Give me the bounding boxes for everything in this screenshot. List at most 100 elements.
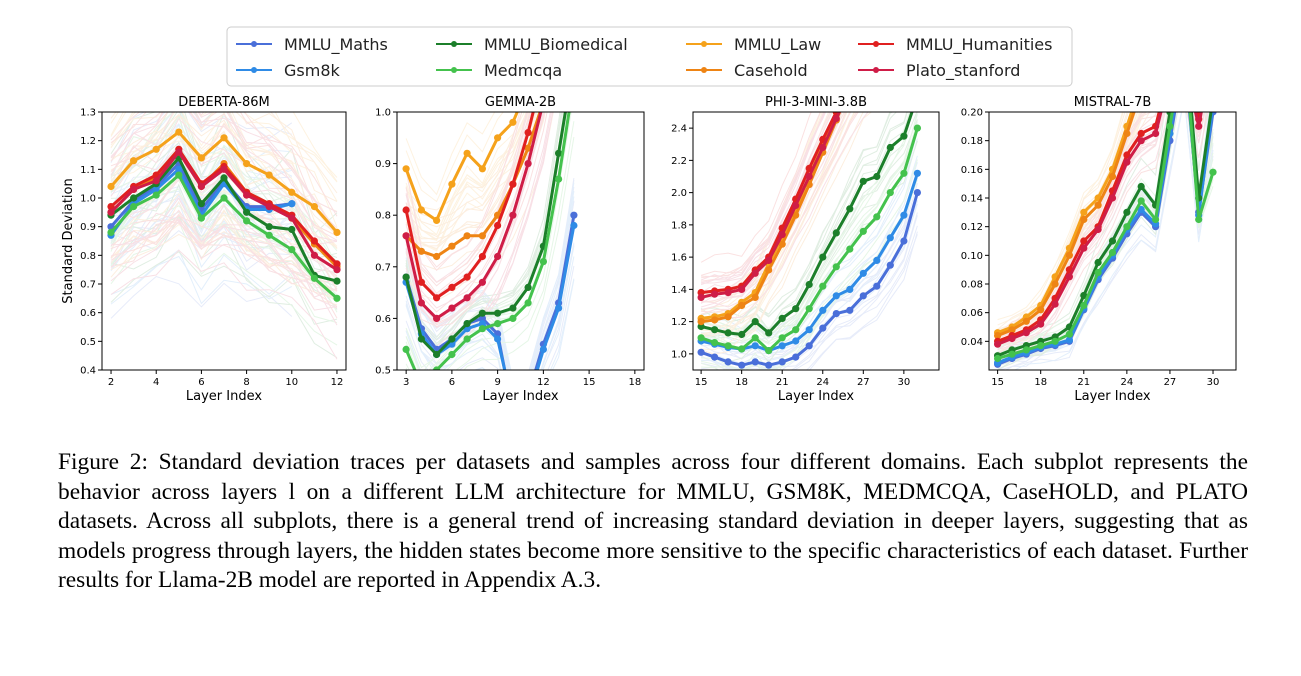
sample-trace xyxy=(700,112,821,298)
sample-trace xyxy=(110,216,338,301)
legend-marker xyxy=(701,67,707,73)
legend-marker xyxy=(451,67,457,73)
data-point xyxy=(494,335,502,343)
sample-trace xyxy=(805,234,918,370)
data-point xyxy=(478,320,486,328)
sample-trace xyxy=(997,112,1207,349)
data-point xyxy=(1065,273,1073,281)
sample-trace xyxy=(110,216,292,263)
sample-trace xyxy=(701,212,918,370)
data-point xyxy=(448,350,456,359)
series-mmlu-biomedical xyxy=(697,112,914,339)
sample-trace xyxy=(700,182,918,360)
data-point xyxy=(310,251,318,259)
series-line xyxy=(997,112,1202,343)
y-tick-label: 1.0 xyxy=(375,108,391,119)
sample-trace xyxy=(110,112,338,232)
data-point xyxy=(900,8,907,15)
legend-marker xyxy=(251,41,257,47)
data-point xyxy=(433,294,441,302)
x-tick-label: 12 xyxy=(331,377,344,388)
series-plato-stanford xyxy=(994,112,1203,348)
sample-trace xyxy=(110,218,338,283)
x-tick-label: 6 xyxy=(449,377,455,388)
sample-trace xyxy=(110,112,338,202)
x-tick-label: 6 xyxy=(198,377,204,388)
sample-trace xyxy=(701,162,918,344)
data-point xyxy=(494,134,502,142)
subplot-mistral-7b: 15 18 21 24 27 30 0.04 0.06 0.08 0.10 0.12 0.14 0.16… xyxy=(961,1,1237,404)
y-tick-label: 0.16 xyxy=(961,165,983,176)
data-point xyxy=(152,191,160,199)
data-point xyxy=(792,305,800,313)
sample-trace xyxy=(405,179,575,370)
y-tick-label: 0.7 xyxy=(375,262,391,273)
data-point xyxy=(778,314,786,322)
sample-trace xyxy=(110,112,293,163)
data-point xyxy=(1138,87,1145,94)
subplot-deberta-86m: 2 4 6 8 10 12 0.4 0.5 0.6 0.7 0.8 0.9 1.0 1.1 1.2 1.3 DE… xyxy=(61,95,347,404)
sample-trace xyxy=(405,112,563,346)
data-point xyxy=(711,316,719,324)
data-point xyxy=(832,263,840,271)
data-point xyxy=(555,16,562,23)
data-point xyxy=(765,256,773,264)
sample-trace xyxy=(701,113,918,344)
sample-trace xyxy=(997,112,1158,336)
sample-trace xyxy=(110,231,338,306)
sample-trace xyxy=(997,112,1214,348)
data-point xyxy=(832,310,840,318)
data-point xyxy=(197,200,205,208)
sample-trace xyxy=(110,112,338,249)
sample-trace xyxy=(997,112,1203,351)
data-point xyxy=(243,160,251,168)
data-point xyxy=(1137,129,1145,138)
series-plato-stanford xyxy=(402,112,543,322)
data-point xyxy=(310,274,318,282)
data-point xyxy=(1209,168,1217,176)
y-tick-label: 1.6 xyxy=(671,253,687,264)
series-line xyxy=(997,112,1134,335)
sample-trace xyxy=(405,112,532,251)
data-point xyxy=(1022,346,1030,354)
sample-trace xyxy=(110,194,292,271)
data-point xyxy=(1209,1,1216,8)
axes-frame xyxy=(396,111,645,371)
series-medmcqa xyxy=(697,124,922,355)
sample-trace xyxy=(110,117,338,242)
x-tick-label: 9 xyxy=(494,377,500,388)
sample-trace xyxy=(405,112,530,237)
sample-trace xyxy=(997,112,1126,330)
data-point xyxy=(819,282,827,290)
sample-trace xyxy=(110,210,338,300)
data-point xyxy=(555,149,563,157)
data-point xyxy=(724,358,732,366)
data-point xyxy=(509,211,517,219)
data-point xyxy=(1065,330,1073,338)
data-point xyxy=(1137,197,1145,205)
data-point xyxy=(859,269,867,277)
sample-trace xyxy=(405,112,563,341)
data-point xyxy=(900,211,908,219)
data-point xyxy=(900,4,907,11)
sample-trace xyxy=(701,215,918,370)
data-point xyxy=(243,217,251,225)
sample-trace xyxy=(110,192,292,242)
data-point xyxy=(778,342,786,350)
sample-trace xyxy=(405,112,540,309)
data-point xyxy=(697,293,705,301)
data-point xyxy=(220,174,228,182)
data-point xyxy=(1008,326,1016,334)
sample-trace xyxy=(110,112,338,266)
legend-label: Plato_stanford xyxy=(906,61,1020,81)
data-point xyxy=(1080,301,1088,310)
sample-trace xyxy=(110,275,293,319)
data-point xyxy=(1008,334,1016,343)
sample-trace xyxy=(110,211,293,267)
data-point xyxy=(1080,237,1088,245)
legend-entry-mmlu-humanities: MMLU_Humanities xyxy=(858,35,1052,55)
sample-trace xyxy=(405,244,575,370)
sample-trace xyxy=(405,112,523,211)
data-point xyxy=(1166,30,1173,37)
data-point xyxy=(107,228,115,236)
